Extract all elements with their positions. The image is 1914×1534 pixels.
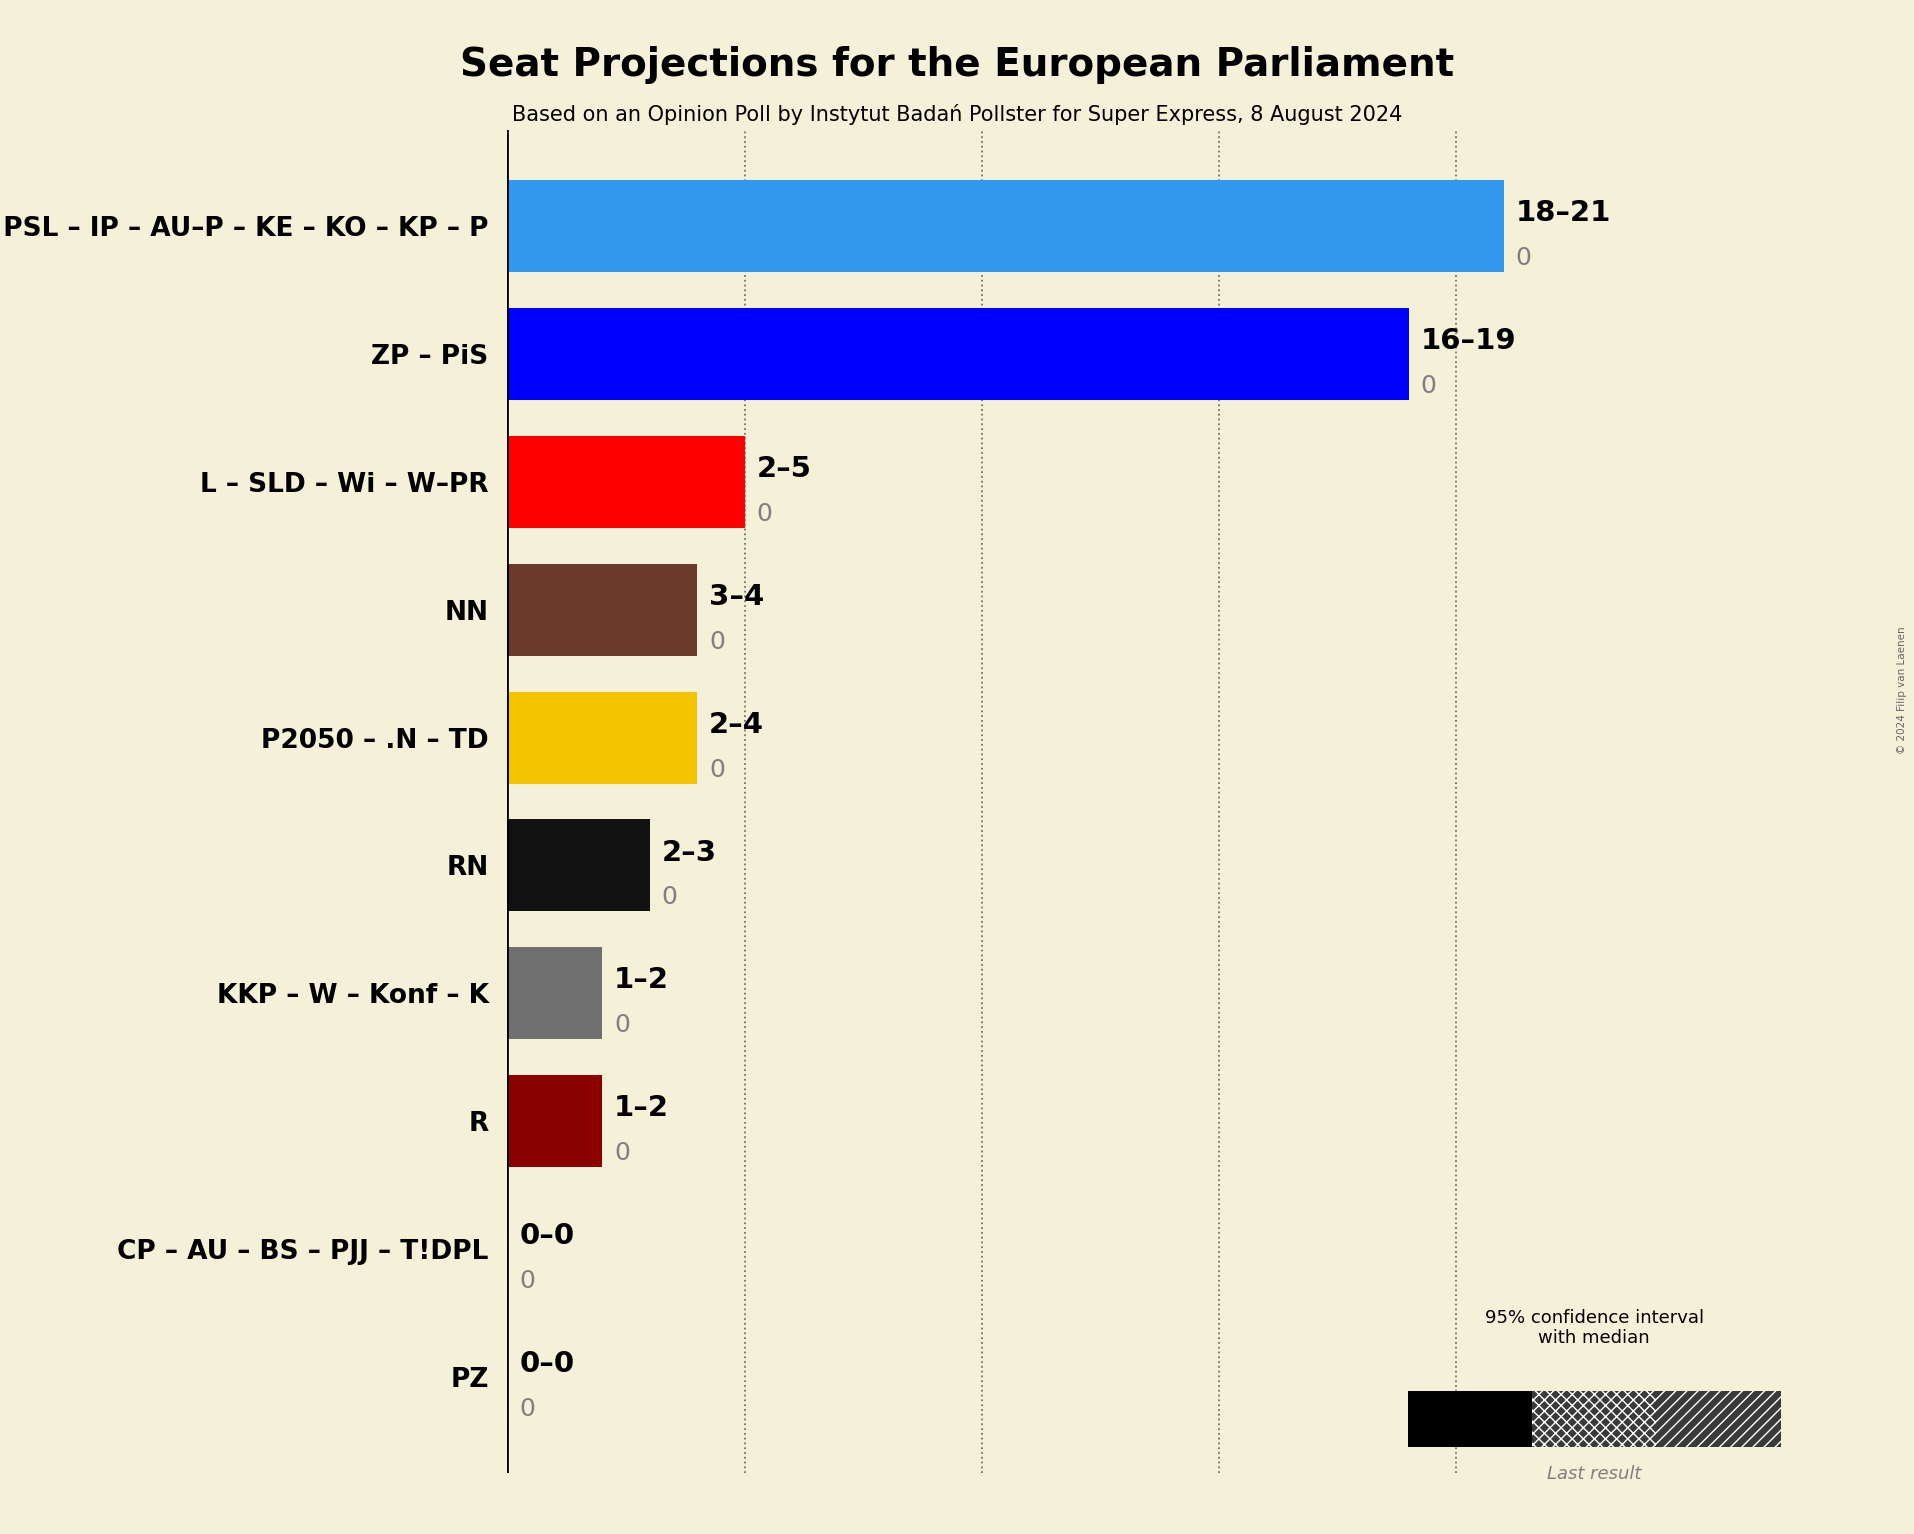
Text: 0: 0 [708,630,725,653]
Bar [603,436,674,528]
Bar [555,946,603,1040]
Bar [649,563,697,655]
Text: 1–2: 1–2 [614,966,668,994]
Text: 0: 0 [708,758,725,781]
Bar [507,946,555,1040]
Text: 0: 0 [614,1014,630,1037]
Text: 0: 0 [519,1397,534,1420]
Text: 0–0: 0–0 [519,1223,574,1250]
Bar [507,1075,555,1167]
Bar [1656,1391,1780,1447]
Text: 2–3: 2–3 [662,839,716,867]
Bar [1407,1391,1531,1447]
Text: Seat Projections for the European Parliament: Seat Projections for the European Parlia… [459,46,1455,84]
Text: 0: 0 [1514,247,1531,270]
Bar [674,436,745,528]
Bar [1265,308,1409,400]
Text: 95% confidence interval
with median: 95% confidence interval with median [1483,1309,1703,1347]
Bar [507,308,1265,400]
Text: 2–4: 2–4 [708,710,764,739]
Text: 0: 0 [662,885,678,910]
Bar [555,1075,603,1167]
Text: 1–2: 1–2 [614,1094,668,1123]
Text: 0–0: 0–0 [519,1350,574,1378]
Text: Last result: Last result [1547,1465,1640,1483]
Text: 0: 0 [1420,374,1436,397]
Text: 0: 0 [756,502,771,526]
Text: 3–4: 3–4 [708,583,764,611]
Text: 0: 0 [614,1141,630,1164]
Text: 0: 0 [519,1269,534,1293]
Text: 16–19: 16–19 [1420,327,1516,356]
Bar [603,692,697,784]
Text: 2–5: 2–5 [756,456,812,483]
Text: 18–21: 18–21 [1514,199,1610,227]
Bar [603,819,649,911]
Text: Based on an Opinion Poll by Instytut Badań Pollster for Super Express, 8 August : Based on an Opinion Poll by Instytut Bad… [513,104,1401,126]
Bar [1531,1391,1656,1447]
Bar [507,436,603,528]
Bar [1361,179,1502,272]
Bar [507,179,1361,272]
Text: © 2024 Filip van Laenen: © 2024 Filip van Laenen [1895,626,1906,755]
Bar [507,563,649,655]
Bar [507,692,603,784]
Bar [507,819,603,911]
